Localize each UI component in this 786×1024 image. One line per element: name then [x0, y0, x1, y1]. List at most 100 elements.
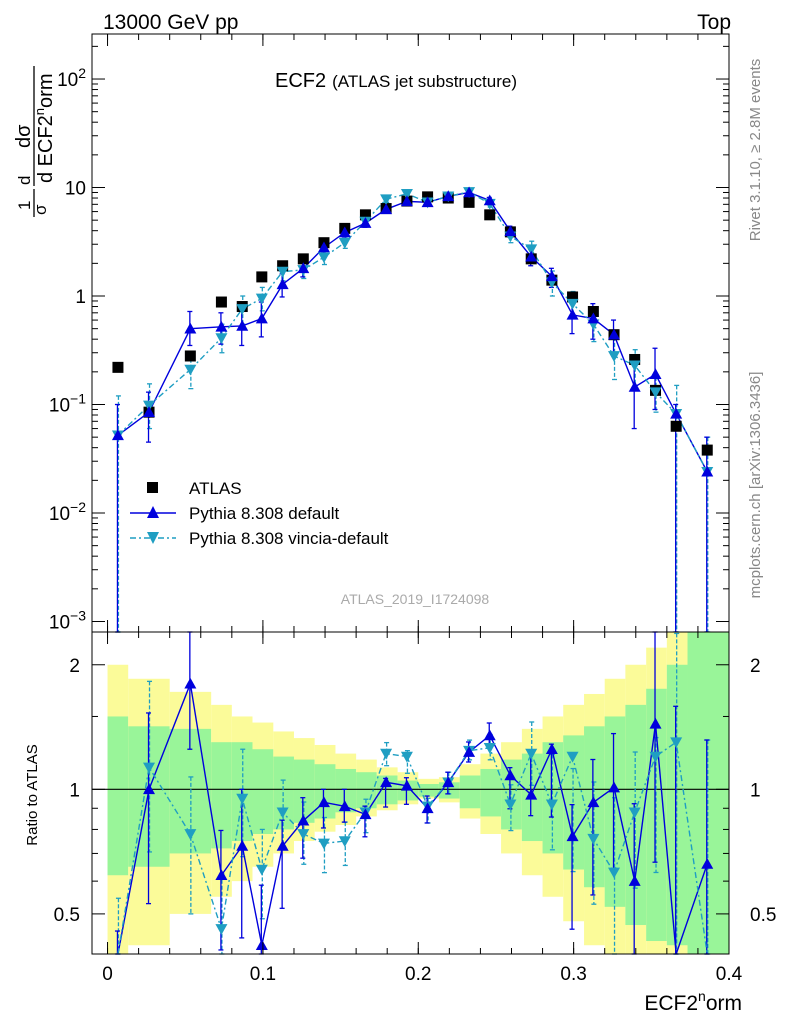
legend-entry-atlas: ATLAS [147, 479, 242, 498]
default-point [276, 278, 289, 290]
band-inner [459, 775, 481, 809]
default-point [236, 319, 249, 331]
y-tick-label: 10−3 [49, 607, 86, 633]
atlas-point [670, 420, 682, 432]
default-ratio-point [400, 779, 413, 791]
ratio-y-tick-label-right: 0.5 [750, 905, 776, 926]
svg-text:dσ: dσ [13, 124, 35, 148]
band-inner [107, 716, 129, 876]
ratio-plot-frame [91, 631, 730, 955]
default-point [701, 465, 714, 477]
legend-label: Pythia 8.308 default [189, 504, 340, 523]
default-ratio-point [421, 802, 434, 814]
vincia-point [649, 387, 662, 399]
default-point [297, 262, 310, 274]
default-point [215, 320, 228, 332]
band-inner [335, 768, 357, 813]
ratio-y-tick-label: 1 [69, 780, 80, 801]
main-y-axis-label: 1 σ d dσ d ECF2norm [13, 66, 57, 217]
x-tick-label: 0.1 [250, 964, 276, 985]
legend: ATLAS Pythia 8.308 default Pythia 8.308 … [130, 479, 389, 548]
vincia-point [236, 304, 249, 315]
default-ratio-point [276, 839, 289, 851]
default-point [255, 312, 268, 324]
collision-label: 13000 GeV pp [103, 11, 238, 34]
default-ratio-point [701, 858, 714, 869]
default-point [463, 186, 476, 198]
vincia-ratio-point [483, 742, 496, 754]
default-ratio-point [236, 839, 249, 851]
default-ratio-point [587, 796, 600, 808]
default-point [143, 406, 156, 417]
band-inner [480, 768, 502, 817]
band-inner [356, 772, 377, 809]
x-tick-label: 0.4 [716, 964, 743, 985]
vincia-ratio-line [117, 740, 708, 955]
default-ratio-point [297, 814, 310, 826]
atlas-point [359, 209, 371, 221]
x-tick-label: 0.3 [560, 964, 586, 985]
atlas-point [277, 260, 289, 272]
default-ratio-point [338, 800, 351, 812]
default-ratio-point [628, 875, 641, 886]
legend-marker-triangle-down [147, 532, 159, 544]
default-point [317, 241, 330, 253]
vincia-ratio-point [317, 838, 330, 850]
y-tick-label: 1 [75, 287, 86, 308]
legend-label: ATLAS [189, 479, 242, 498]
y-tick-label: 10 [65, 179, 86, 200]
legend-marker-triangle-up [147, 506, 159, 518]
vincia-point [215, 333, 228, 345]
vincia-ratio-point [628, 807, 641, 819]
atlas-point [701, 444, 713, 456]
ratio-y-axis-label: Ratio to ATLAS [24, 744, 41, 845]
atlas-point [629, 353, 641, 365]
default-ratio-point [649, 717, 662, 729]
default-point [608, 328, 621, 340]
svg-text:1: 1 [15, 201, 34, 210]
default-ratio-point [463, 746, 476, 757]
mcplots-label: mcplots.cern.ch [arXiv:1306.3436] [747, 372, 764, 599]
process-label: Top [697, 11, 731, 34]
default-point [525, 250, 538, 262]
ratio-y-tick-label-right: 2 [750, 656, 761, 677]
atlas-point [256, 271, 268, 283]
default-point [442, 190, 455, 202]
default-point [566, 308, 579, 320]
vincia-ratio-point [143, 762, 156, 774]
vincia-ratio-point [215, 924, 228, 935]
default-point [380, 203, 393, 215]
default-ratio-point [566, 830, 579, 842]
vincia-ratio-point [525, 748, 538, 760]
default-point [111, 429, 124, 441]
default-ratio-point [483, 729, 496, 741]
band-inner [252, 749, 274, 834]
default-ratio-point [380, 776, 393, 788]
default-ratio-point [215, 869, 228, 881]
legend-marker-square [147, 482, 158, 493]
vincia-point [380, 194, 393, 206]
vincia-point [255, 293, 268, 305]
atlas-point [297, 253, 309, 265]
svg-text:d ECF2norm: d ECF2norm [32, 74, 57, 184]
y-tick-label: 102 [57, 65, 86, 91]
atlas-point [112, 361, 124, 373]
vincia-point [276, 266, 289, 278]
vincia-ratio-point [670, 737, 683, 749]
atlas-point [567, 291, 579, 303]
band-inner [314, 764, 336, 819]
default-ratio-point [317, 796, 330, 808]
default-point [504, 225, 517, 237]
default-point [421, 196, 434, 208]
vincia-point [143, 400, 156, 412]
vincia-ratio-point [380, 748, 393, 760]
vincia-point [338, 237, 351, 249]
vincia-point [184, 364, 197, 376]
default-point [359, 217, 372, 228]
atlas-point [484, 209, 496, 221]
default-ratio-point [143, 783, 156, 795]
rivet-label: Rivet 3.1.10, ≥ 2.8M events [747, 59, 764, 242]
ratio-y-tick-label: 2 [69, 656, 80, 677]
vincia-ratio-point [545, 799, 558, 811]
